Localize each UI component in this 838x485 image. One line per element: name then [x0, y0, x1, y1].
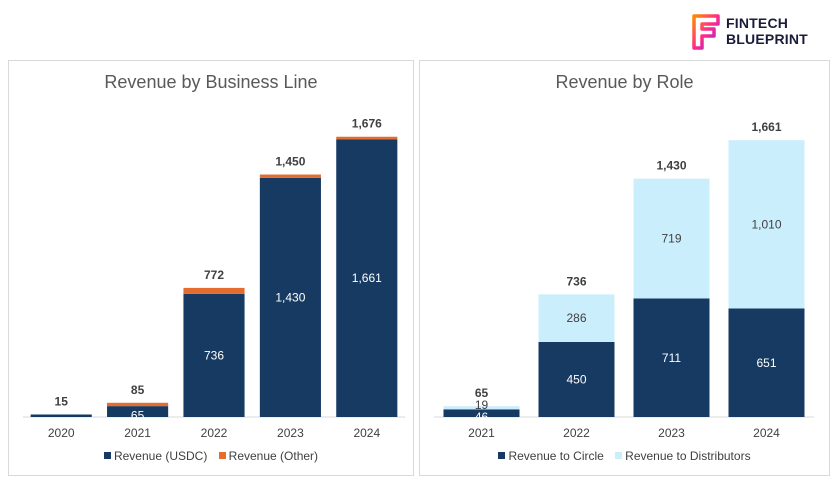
brand-line-1: FINTECH: [726, 15, 789, 31]
business-line-chart-panel: Revenue by Business Line 15 2020 65 85 2021 7…: [8, 60, 414, 476]
data-label: 719: [661, 232, 681, 246]
bar-segment: [183, 287, 245, 294]
data-label: 1,430: [275, 290, 305, 304]
bar-segment: [259, 177, 321, 417]
total-label: 85: [131, 383, 145, 397]
total-label: 65: [475, 386, 489, 400]
category-label: 2021: [124, 426, 151, 440]
legend-label: Revenue to Circle: [508, 449, 604, 463]
data-label: 46: [475, 410, 489, 424]
business-line-chart: 15 2020 65 85 2021 736 772 2022 1,430 1,450 2023 1,…: [23, 117, 405, 440]
bar-segment: [259, 174, 321, 178]
bar-segment: [538, 342, 615, 417]
total-label: 1,430: [656, 159, 686, 173]
chart-title: Revenue by Business Line: [104, 72, 318, 92]
total-label: 1,450: [275, 155, 305, 169]
bar-segment: [30, 414, 92, 417]
legend-item-distributors: Revenue to Distributors: [615, 449, 751, 463]
category-label: 2024: [753, 426, 780, 440]
bar-segment: [633, 298, 710, 417]
data-label: 711: [662, 351, 681, 365]
category-label: 2022: [563, 426, 590, 440]
bar-segment: [336, 136, 398, 140]
bar-segment: [443, 409, 520, 417]
category-label: 2021: [468, 426, 495, 440]
brand-line-2: BLUEPRINT: [726, 31, 808, 47]
category-label: 2020: [48, 426, 75, 440]
legend-label: Revenue (USDC): [113, 449, 208, 463]
legend-swatch: [498, 452, 506, 459]
category-label: 2022: [201, 426, 228, 440]
category-label: 2023: [277, 426, 304, 440]
category-label: 2023: [658, 426, 685, 440]
legend-item-usdc: Revenue (USDC): [103, 449, 208, 463]
legend-item-other: Revenue (Other): [218, 449, 319, 463]
data-label: 19: [475, 398, 489, 412]
legend-label: Revenue to Distributors: [625, 449, 751, 463]
logo-f-icon: [692, 14, 720, 50]
bar-segment: [443, 406, 520, 410]
chart-legend: Revenue to Circle Revenue to Distributor…: [420, 449, 829, 463]
legend-swatch: [218, 452, 226, 459]
bar-segment: [336, 139, 398, 417]
chart-title: Revenue by Role: [555, 72, 694, 92]
legend-swatch: [103, 452, 111, 459]
chart-legend: Revenue (USDC) Revenue (Other): [9, 449, 413, 463]
data-label: 1,661: [352, 271, 382, 285]
bar-segment: [107, 406, 169, 417]
legend-label: Revenue (Other): [228, 449, 319, 463]
legend-item-circle: Revenue to Circle: [498, 449, 604, 463]
bar-segment: [728, 140, 805, 309]
total-label: 1,661: [751, 120, 781, 134]
data-label: 1,010: [751, 217, 781, 231]
bar-segment: [107, 402, 169, 407]
bar-segment: [633, 178, 710, 299]
legend-swatch: [615, 452, 623, 459]
data-label: 736: [204, 348, 224, 362]
total-label: 1,676: [352, 117, 382, 131]
data-label: 450: [566, 373, 586, 387]
bar-segment: [538, 294, 615, 342]
data-label: 65: [131, 409, 145, 423]
bar-segment: [728, 308, 805, 417]
data-label: 651: [756, 356, 776, 370]
bar-segment: [183, 293, 245, 417]
data-label: 286: [566, 311, 586, 325]
fintech-blueprint-logo: FINTECH BLUEPRINT: [690, 12, 836, 54]
total-label: 15: [55, 394, 69, 408]
total-label: 736: [566, 274, 586, 288]
role-chart-panel: Revenue by Role 46 19 65 2021 450 286 736 2022 7…: [419, 60, 830, 476]
category-label: 2024: [353, 426, 380, 440]
total-label: 772: [204, 268, 224, 282]
